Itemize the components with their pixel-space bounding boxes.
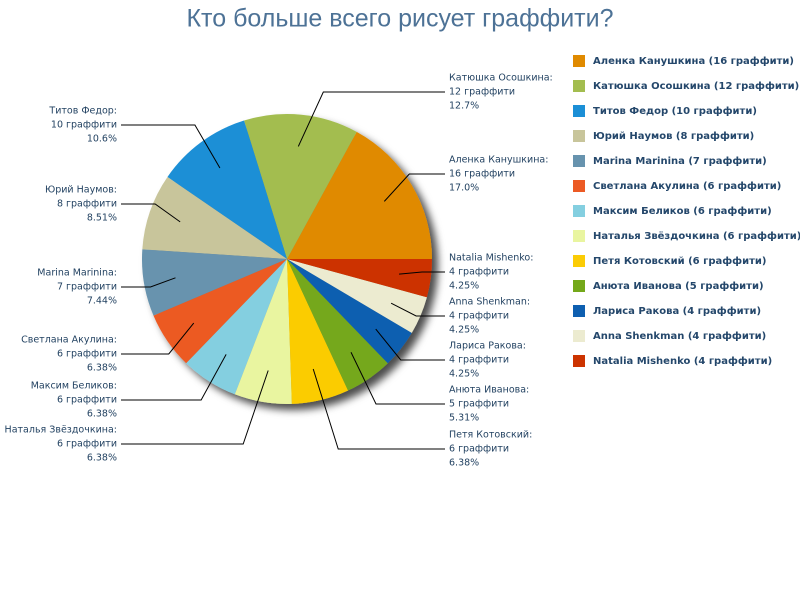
legend-label: Anna Shenkman (4 граффити): [593, 330, 766, 342]
leader-line: [350, 352, 445, 405]
slice-label-value: 6 граффити: [57, 349, 117, 360]
leader-line: [121, 124, 221, 169]
slice-label-value: 4 граффити: [449, 267, 509, 278]
slice-label-value: 5 граффити: [449, 399, 509, 410]
slice-label-value: 7 граффити: [57, 282, 117, 293]
slice-label-percent: 6.38%: [87, 409, 117, 420]
pie-slice: [287, 259, 349, 404]
pie: [142, 114, 433, 404]
slice-label-value: 4 граффити: [449, 355, 509, 366]
legend-swatch: [573, 280, 585, 292]
leader-line: [121, 203, 181, 223]
slice-label-name: Катюшка Осошкина:: [449, 73, 553, 84]
slice-label-name: Анюта Иванова:: [449, 385, 529, 396]
slice-label-percent: 4.25%: [449, 281, 479, 292]
legend-label: Аленка Канушкина (16 граффити): [593, 55, 794, 67]
slice-label-name: Светлана Акулина:: [21, 335, 117, 346]
slice-label-name: Максим Беликов:: [31, 381, 117, 392]
slice-label-percent: 7.44%: [87, 296, 117, 307]
leader-line: [121, 354, 227, 401]
slice-label-percent: 17.0%: [449, 183, 479, 194]
pie-slice: [287, 259, 427, 333]
slice-label-percent: 4.25%: [449, 369, 479, 380]
slice-label-name: Аленка Канушкина:: [449, 155, 548, 166]
pie-slice: [287, 131, 432, 259]
leader-line: [312, 368, 445, 450]
leader-line: [121, 322, 195, 355]
pie-slice: [153, 259, 287, 364]
legend-swatch: [573, 255, 585, 267]
pie-slice: [142, 176, 287, 259]
slice-label-value: 16 граффити: [449, 169, 515, 180]
slice-label-percent: 10.6%: [87, 134, 117, 145]
leader-line: [297, 91, 445, 147]
legend-swatch: [573, 305, 585, 317]
slice-label-percent: 12.7%: [449, 101, 479, 112]
slice-label-name: Титов Федор:: [48, 106, 117, 117]
legend-swatch: [573, 80, 585, 92]
legend-label: Marina Marinina (7 граффити): [593, 155, 767, 167]
legend-label: Титов Федор (10 граффити): [593, 105, 757, 117]
pie-slice: [167, 120, 287, 260]
slice-label-value: 4 граффити: [449, 311, 509, 322]
legend-swatch: [573, 230, 585, 242]
slice-label-name: Лариса Ракова:: [449, 341, 526, 352]
legend-label: Катюшка Осошкина (12 граффити): [593, 80, 799, 92]
legend-label: Юрий Наумов (8 граффити): [593, 130, 754, 142]
legend-swatch: [573, 355, 585, 367]
slice-label-value: 6 граффити: [449, 444, 509, 455]
slice-label-percent: 6.38%: [449, 458, 479, 469]
legend-label: Лариса Ракова (4 граффити): [593, 305, 761, 317]
legend-swatch: [573, 105, 585, 117]
slice-label-percent: 6.38%: [87, 363, 117, 374]
legend-label: Максим Беликов (6 граффити): [593, 205, 772, 217]
legend-label: Светлана Акулина (6 граффити): [593, 180, 781, 192]
slice-label-value: 6 граффити: [57, 395, 117, 406]
leader-line: [399, 271, 445, 275]
legend-swatch: [573, 180, 585, 192]
pie-slice: [186, 259, 287, 395]
pie-slice: [287, 259, 388, 391]
slice-label-name: Юрий Наумов:: [45, 185, 117, 196]
legend-swatch: [573, 330, 585, 342]
chart-title: Кто больше всего рисует граффити?: [186, 5, 613, 33]
slice-label-name: Anna Shenkman:: [449, 297, 530, 308]
legend-label: Наталья Звёздочкина (6 граффити): [593, 230, 800, 242]
pie-slice: [244, 114, 357, 260]
leader-line: [121, 277, 176, 288]
slice-label-value: 12 граффити: [449, 87, 515, 98]
legend-swatch: [573, 130, 585, 142]
slice-label-percent: 6.38%: [87, 453, 117, 464]
pie-slice: [142, 249, 287, 316]
slice-label-value: 8 граффити: [57, 199, 117, 210]
legend-swatch: [573, 205, 585, 217]
legend-label: Анюта Иванова (5 граффити): [593, 280, 764, 292]
slice-label-name: Наталья Звёздочкина:: [5, 425, 117, 436]
slice-label-percent: 8.51%: [87, 213, 117, 224]
pie-slice: [287, 259, 412, 364]
pie-slice: [234, 259, 292, 404]
slice-label-percent: 4.25%: [449, 325, 479, 336]
pie-slice: [287, 259, 433, 298]
leader-line: [121, 370, 269, 445]
leader-line: [375, 328, 445, 361]
legend-label: Natalia Mishenko (4 граффити): [593, 355, 772, 367]
slice-label-percent: 5.31%: [449, 413, 479, 424]
leader-line: [383, 173, 445, 202]
legend-swatch: [573, 55, 585, 67]
legend-swatch: [573, 155, 585, 167]
leader-line: [390, 302, 445, 317]
slice-label-name: Петя Котовский:: [449, 430, 532, 441]
slice-label-value: 10 граффити: [51, 120, 117, 131]
legend-label: Петя Котовский (6 граффити): [593, 255, 766, 267]
slice-label-name: Natalia Mishenko:: [449, 253, 533, 264]
slice-label-value: 6 граффити: [57, 439, 117, 450]
slice-label-name: Marina Marinina:: [37, 268, 117, 279]
